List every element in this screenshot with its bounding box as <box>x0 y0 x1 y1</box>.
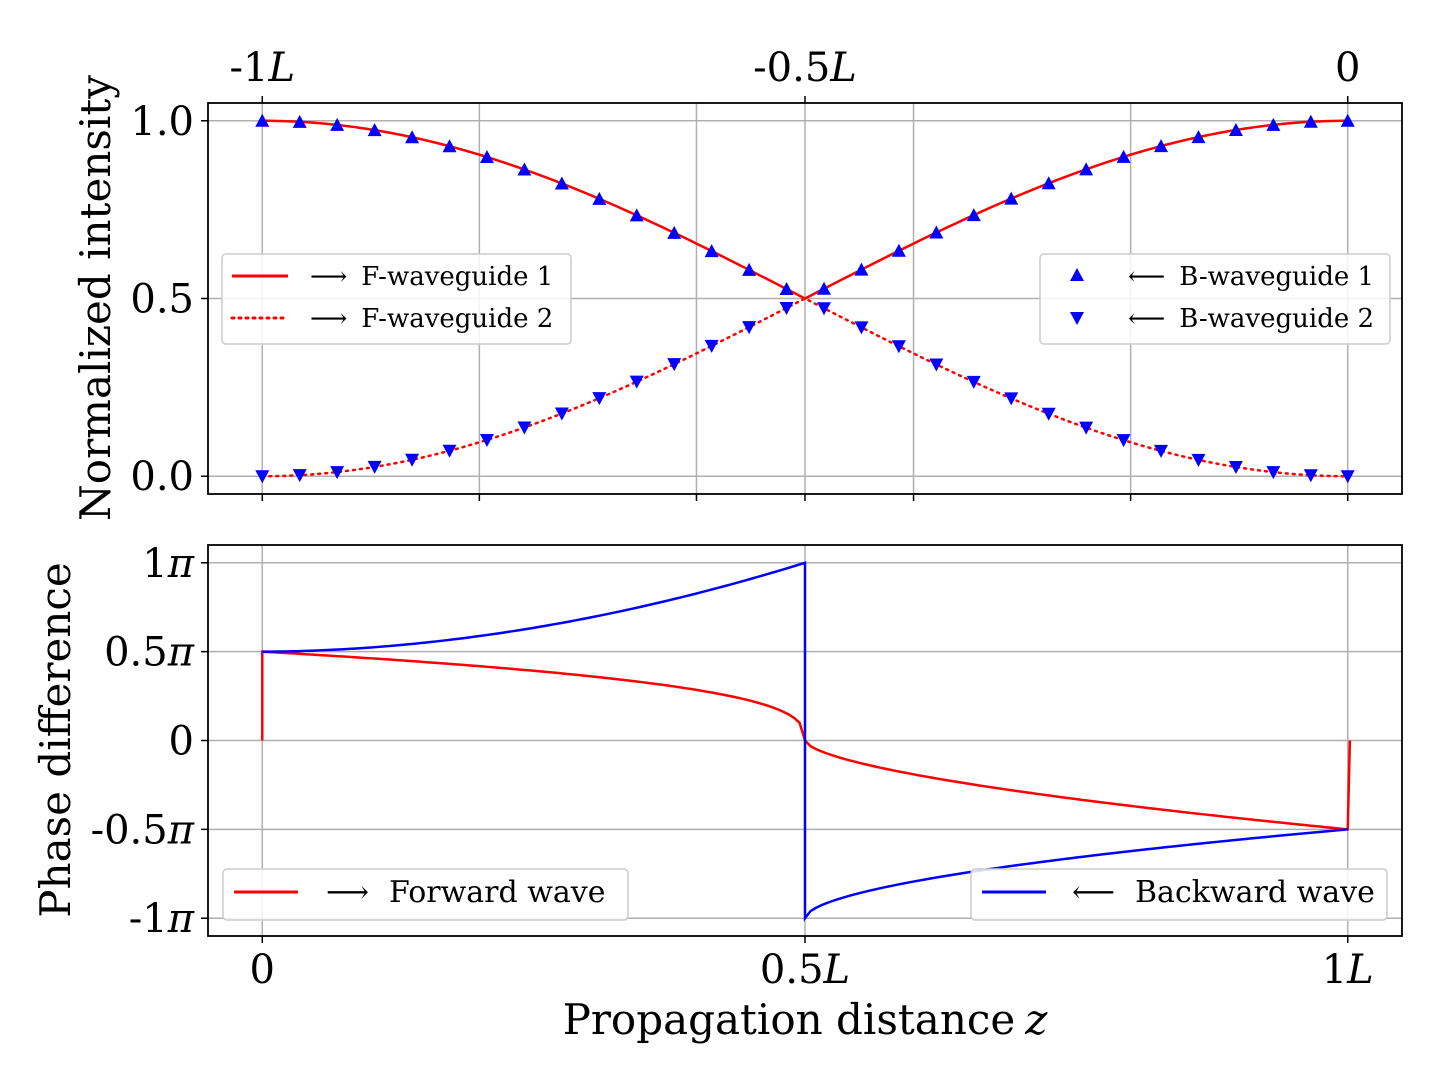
marker-b-waveguide-2 <box>1041 407 1056 421</box>
phase-xlabel: Propagation distance z <box>563 995 1049 1044</box>
phase-y-tick-label: -1π <box>129 896 195 942</box>
intensity-y-tick-label: 0.0 <box>130 454 194 500</box>
marker-b-waveguide-1 <box>1116 149 1131 163</box>
marker-b-waveguide-2 <box>1079 421 1094 435</box>
marker-b-waveguide-2 <box>367 460 382 474</box>
phase-y-tick-label: 1π <box>142 541 194 587</box>
marker-b-waveguide-2 <box>929 358 944 372</box>
marker-b-waveguide-1 <box>367 123 382 137</box>
marker-b-waveguide-2 <box>891 340 906 354</box>
intensity-y-tick-label: 0.5 <box>130 277 194 323</box>
marker-b-waveguide-2 <box>1303 469 1318 483</box>
marker-b-waveguide-2 <box>479 433 494 447</box>
marker-b-waveguide-2 <box>554 407 569 421</box>
marker-b-waveguide-2 <box>405 453 420 467</box>
marker-b-waveguide-1 <box>1041 176 1056 190</box>
marker-b-waveguide-2 <box>966 375 981 389</box>
marker-b-waveguide-1 <box>891 243 906 257</box>
marker-b-waveguide-2 <box>255 470 270 484</box>
marker-b-waveguide-2 <box>704 339 719 353</box>
legend-label-f-waveguide-2: ⟶ F-waveguide 2 <box>310 304 553 334</box>
marker-b-waveguide-1 <box>816 281 831 295</box>
marker-b-waveguide-1 <box>1228 122 1243 136</box>
marker-b-waveguide-1 <box>1303 114 1318 128</box>
intensity-legend-left: ⟶ F-waveguide 1 ⟶ F-waveguide 2 <box>221 253 572 345</box>
intensity-panel: -1L -0.5L 00.00.51.0 Normalized intensity … <box>71 45 1403 521</box>
marker-b-waveguide-1 <box>292 114 307 128</box>
marker-b-waveguide-1 <box>704 244 719 258</box>
marker-b-waveguide-2 <box>1340 470 1355 484</box>
series-line-f-waveguide-2 <box>261 297 1349 478</box>
marker-b-waveguide-1 <box>966 208 981 222</box>
marker-b-waveguide-1 <box>1079 162 1094 176</box>
intensity-top-tick-label: -1L <box>230 45 296 91</box>
series-line-backward-wave <box>262 561 1348 922</box>
legend-swatch-b-waveguide-2 <box>1070 312 1084 325</box>
intensity-ticks: -1L -0.5L 0 0.0 0.5 1.0 <box>130 45 1360 501</box>
marker-b-waveguide-2 <box>1154 444 1169 458</box>
marker-b-waveguide-1 <box>405 130 420 144</box>
marker-b-waveguide-2 <box>292 469 307 483</box>
intensity-lines <box>261 119 1349 478</box>
marker-b-waveguide-1 <box>667 225 682 239</box>
phase-ylabel: Phase difference <box>31 562 80 917</box>
marker-b-waveguide-2 <box>667 358 682 372</box>
marker-b-waveguide-2 <box>742 321 757 335</box>
phase-x-tick-label: 0.5L <box>760 947 850 993</box>
phase-ticks: 0 0.5L 1L -1π -0.5π 0 0.5π 1π <box>91 541 1374 993</box>
marker-b-waveguide-1 <box>1004 191 1019 205</box>
intensity-top-tick-label: 0 <box>1335 45 1360 91</box>
marker-b-waveguide-2 <box>330 466 345 480</box>
phase-legend-right: ⟵ Backward wave <box>970 868 1388 921</box>
marker-b-waveguide-1 <box>1266 117 1281 131</box>
marker-b-waveguide-1 <box>554 176 569 190</box>
legend-label-f-waveguide-1: ⟶ F-waveguide 1 <box>310 262 553 292</box>
marker-b-waveguide-1 <box>330 117 345 131</box>
marker-b-waveguide-1 <box>1191 130 1206 144</box>
marker-b-waveguide-1 <box>1340 113 1355 127</box>
intensity-top-tick-label: -0.5L <box>753 45 857 91</box>
marker-b-waveguide-2 <box>1266 466 1281 480</box>
marker-b-waveguide-1 <box>255 113 270 127</box>
phase-y-tick-label: -0.5π <box>91 807 195 853</box>
phase-y-tick-label: 0 <box>169 719 194 765</box>
marker-b-waveguide-2 <box>517 421 532 435</box>
legend-swatch-b-waveguide-1 <box>1070 268 1084 281</box>
marker-b-waveguide-1 <box>479 150 494 164</box>
phase-x-tick-label: 0 <box>250 947 275 993</box>
marker-b-waveguide-1 <box>854 262 869 276</box>
legend-label-b-waveguide-1: ⟵ B-waveguide 1 <box>1128 262 1374 292</box>
marker-b-waveguide-1 <box>517 162 532 176</box>
marker-b-waveguide-2 <box>779 301 794 315</box>
phase-x-tick-label: 1L <box>1322 947 1374 993</box>
marker-b-waveguide-1 <box>592 191 607 205</box>
legend-label-backward-wave: ⟵ Backward wave <box>1072 875 1375 910</box>
phase-lines <box>261 561 1352 922</box>
intensity-y-tick-label: 1.0 <box>130 99 194 145</box>
marker-b-waveguide-2 <box>442 444 457 458</box>
marker-b-waveguide-2 <box>1004 392 1019 406</box>
marker-b-waveguide-1 <box>742 262 757 276</box>
phase-legend-left: ⟶ Forward wave <box>222 868 629 921</box>
marker-b-waveguide-2 <box>1191 453 1206 467</box>
marker-b-waveguide-1 <box>929 225 944 239</box>
marker-b-waveguide-2 <box>629 375 644 389</box>
legend-label-b-waveguide-2: ⟵ B-waveguide 2 <box>1128 304 1374 334</box>
marker-b-waveguide-1 <box>779 282 794 296</box>
intensity-ylabel: Normalized intensity <box>71 75 120 521</box>
marker-b-waveguide-2 <box>816 302 831 316</box>
intensity-legend-right: ⟵ B-waveguide 1 ⟵ B-waveguide 2 <box>1039 253 1391 345</box>
marker-b-waveguide-2 <box>1228 461 1243 475</box>
marker-b-waveguide-1 <box>1154 139 1169 153</box>
marker-b-waveguide-1 <box>629 208 644 222</box>
phase-y-tick-label: 0.5π <box>104 630 195 676</box>
intensity-markers <box>255 113 1355 484</box>
marker-b-waveguide-2 <box>1116 434 1131 448</box>
marker-b-waveguide-2 <box>854 321 869 335</box>
marker-b-waveguide-2 <box>592 392 607 406</box>
marker-b-waveguide-1 <box>442 139 457 153</box>
legend-label-forward-wave: ⟶ Forward wave <box>326 875 606 910</box>
